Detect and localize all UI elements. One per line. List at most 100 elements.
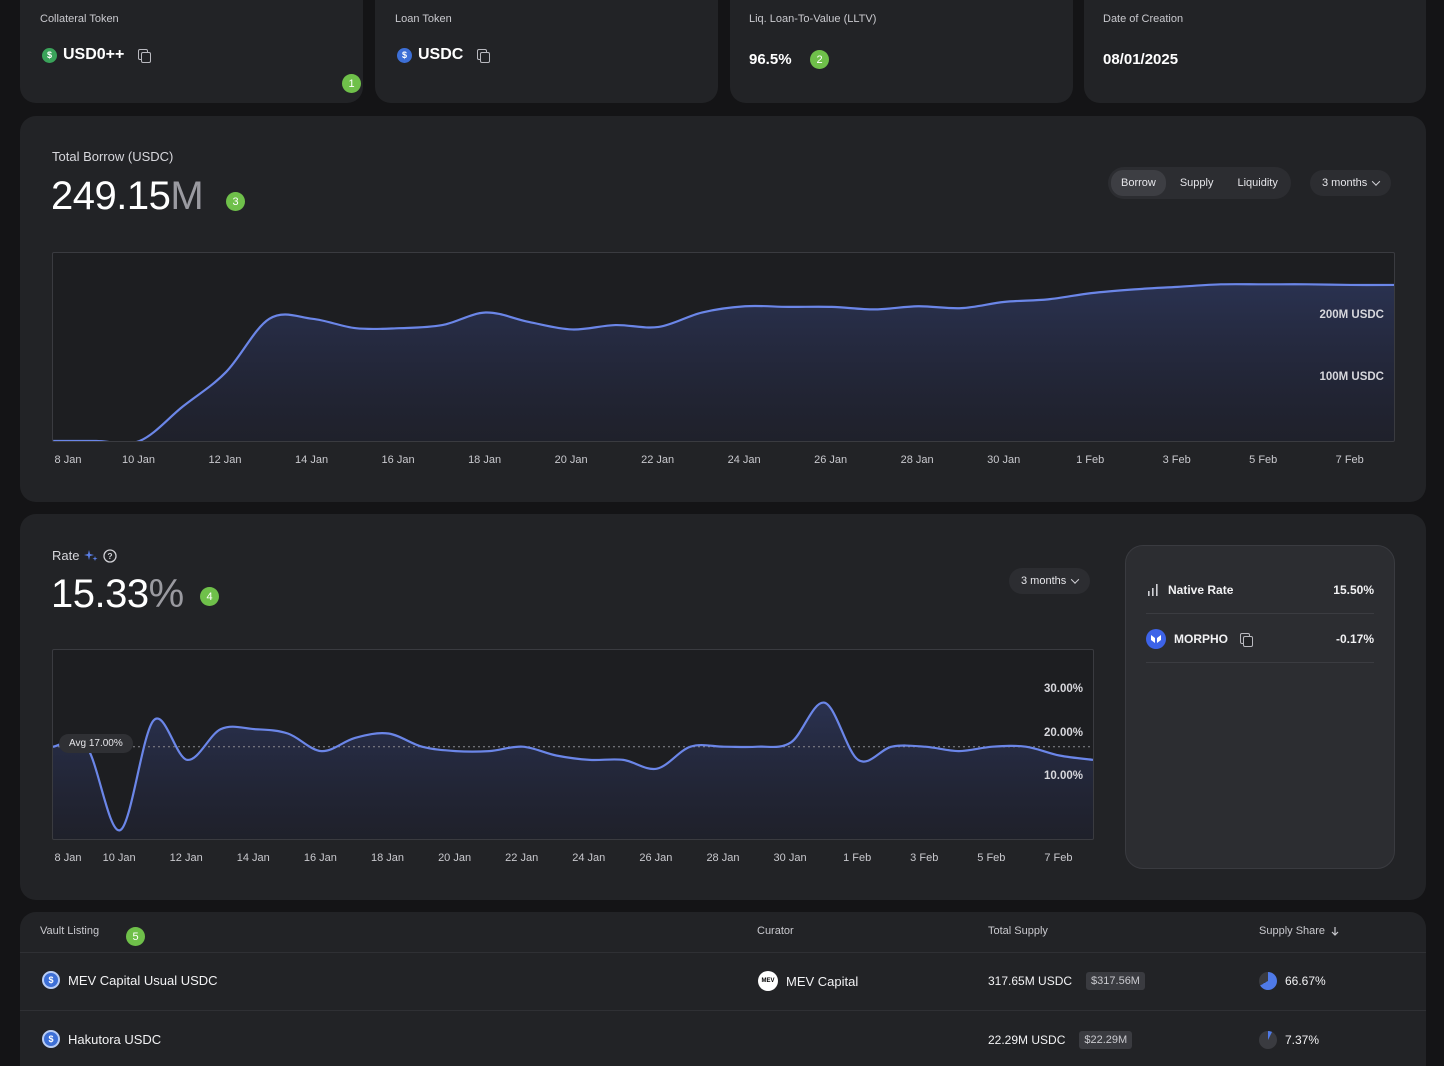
vault-name: Hakutora USDC bbox=[68, 1031, 162, 1047]
bar-chart-icon bbox=[1148, 583, 1158, 596]
annotation-badge: 4 bbox=[200, 587, 219, 606]
vault-listing-header: Vault Listing bbox=[40, 925, 100, 937]
creation-date-text: 08/01/2025 bbox=[1103, 51, 1179, 68]
x-tick-label: 24 Jan bbox=[572, 852, 606, 864]
tab-supply[interactable]: Supply bbox=[1179, 177, 1214, 189]
tab-borrow[interactable]: Borrow bbox=[1111, 170, 1166, 196]
x-tick-label: 5 Feb bbox=[1249, 454, 1278, 466]
usdc-token-icon: $ bbox=[397, 47, 412, 63]
loan-token-label: Loan Token bbox=[395, 13, 452, 25]
vault-name-cell[interactable]: $ MEV Capital Usual USDC bbox=[42, 971, 218, 989]
rate-value: 15.33% bbox=[51, 572, 184, 617]
total-borrow-title: Total Borrow (USDC) bbox=[52, 149, 174, 164]
rate-breakdown-panel: Native Rate 15.50% MORPHO -0.17% bbox=[1125, 545, 1395, 869]
x-tick-label: 1 Feb bbox=[1076, 454, 1105, 466]
rate-range-value: 3 months bbox=[1021, 575, 1067, 587]
usdc-token-icon: $ bbox=[42, 971, 60, 989]
annotation-badge: 5 bbox=[126, 927, 145, 946]
rate-card: Rate ? 15.33% 4 3 months 10.00% 20.00% 30.… bbox=[20, 514, 1426, 900]
x-tick-label: 26 Jan bbox=[639, 852, 673, 864]
x-tick-label: 3 Feb bbox=[1162, 454, 1191, 466]
collateral-token-label: Collateral Token bbox=[40, 13, 119, 25]
copy-icon[interactable] bbox=[138, 49, 152, 63]
x-tick-label: 8 Jan bbox=[54, 454, 82, 466]
loan-token-name: USDC bbox=[418, 46, 464, 63]
total-supply-header[interactable]: Total Supply bbox=[988, 925, 1048, 937]
x-tick-label: 18 Jan bbox=[468, 454, 502, 466]
total-borrow-unit: M bbox=[170, 174, 204, 218]
help-icon[interactable]: ? bbox=[103, 548, 118, 563]
supply-share-pie-icon bbox=[1259, 1031, 1277, 1049]
total-borrow-card: Total Borrow (USDC) 249.15M 3 Borrow Sup… bbox=[20, 116, 1426, 502]
vault-name-cell[interactable]: $ Hakutora USDC bbox=[42, 1030, 161, 1048]
rate-svg bbox=[53, 701, 1093, 839]
loan-token-card: Loan Token $ USDC bbox=[375, 0, 718, 103]
total-supply-value: 22.29M USDC bbox=[988, 1033, 1066, 1047]
total-supply-usd-pill: $22.29M bbox=[1079, 1031, 1133, 1049]
vault-listing-card: Vault Listing 5 Curator Total Supply Sup… bbox=[20, 912, 1426, 1066]
total-borrow-series-line bbox=[53, 283, 1394, 441]
curator-header[interactable]: Curator bbox=[757, 925, 794, 937]
table-divider bbox=[20, 1010, 1426, 1011]
total-supply-cell: 22.29M USDC $22.29M bbox=[988, 1031, 1133, 1049]
rate-series-line bbox=[53, 701, 1093, 832]
rate-area bbox=[53, 702, 1093, 839]
y-tick-label: 20.00% bbox=[1043, 726, 1083, 739]
x-tick-label: 14 Jan bbox=[236, 852, 270, 864]
morpho-logo-icon bbox=[1146, 628, 1166, 649]
copy-icon[interactable] bbox=[1240, 632, 1253, 647]
x-tick-label: 12 Jan bbox=[169, 852, 203, 864]
annotation-badge: 1 bbox=[342, 74, 361, 93]
svg-text:?: ? bbox=[108, 551, 113, 561]
x-tick-label: 10 Jan bbox=[102, 852, 136, 864]
creation-date-label: Date of Creation bbox=[1103, 13, 1184, 25]
total-supply-value: 317.65M USDC bbox=[988, 974, 1073, 988]
x-tick-label: 28 Jan bbox=[706, 852, 740, 864]
collateral-token-value: $ USD0++ bbox=[42, 46, 152, 64]
sparkle-icon bbox=[84, 549, 98, 561]
x-tick-label: 7 Feb bbox=[1335, 454, 1364, 466]
mev-capital-logo-icon: MEV bbox=[758, 971, 778, 991]
x-tick-label: 28 Jan bbox=[900, 454, 934, 466]
usdc-token-icon: $ bbox=[42, 1030, 60, 1048]
borrow-range-dropdown[interactable]: 3 months bbox=[1310, 170, 1392, 196]
supply-share-header[interactable]: Supply Share bbox=[1259, 925, 1340, 937]
native-rate-label: Native Rate bbox=[1168, 582, 1234, 597]
total-borrow-number: 249.15 bbox=[51, 174, 171, 218]
rate-number: 15.33 bbox=[51, 572, 149, 616]
y-tick-label: 100M USDC bbox=[1319, 371, 1384, 384]
x-tick-label: 3 Feb bbox=[910, 852, 939, 864]
total-supply-cell: 317.65M USDC $317.56M bbox=[988, 972, 1145, 990]
x-tick-label: 22 Jan bbox=[641, 454, 675, 466]
native-rate-value: 15.50% bbox=[1333, 582, 1374, 597]
y-tick-label: 10.00% bbox=[1043, 770, 1083, 783]
supply-share-pie-icon bbox=[1259, 972, 1277, 990]
x-tick-label: 12 Jan bbox=[208, 454, 242, 466]
creation-date-card: Date of Creation 08/01/2025 bbox=[1084, 0, 1426, 103]
tab-liquidity[interactable]: Liquidity bbox=[1237, 177, 1278, 189]
total-borrow-svg bbox=[53, 283, 1394, 441]
y-tick-label: 30.00% bbox=[1043, 682, 1083, 695]
creation-date-value: 08/01/2025 bbox=[1103, 51, 1178, 68]
average-rate-pill: Avg 17.00% bbox=[59, 734, 133, 753]
morpho-label: MORPHO bbox=[1174, 631, 1228, 646]
annotation-badge: 3 bbox=[226, 192, 245, 211]
x-tick-label: 18 Jan bbox=[370, 852, 404, 864]
chevron-down-icon bbox=[1071, 575, 1080, 584]
copy-icon[interactable] bbox=[477, 49, 491, 63]
sort-arrow-down-icon bbox=[1331, 927, 1339, 936]
supply-share-value: 66.67% bbox=[1285, 974, 1326, 988]
rate-unit: % bbox=[148, 572, 185, 616]
y-tick-label: 200M USDC bbox=[1319, 308, 1384, 321]
lltv-card: Liq. Loan-To-Value (LLTV) 96.5% 2 bbox=[730, 0, 1073, 103]
x-tick-label: 5 Feb bbox=[977, 852, 1006, 864]
supply-share-cell: 7.37% bbox=[1259, 1031, 1319, 1049]
x-tick-label: 16 Jan bbox=[381, 454, 415, 466]
x-tick-label: 14 Jan bbox=[295, 454, 329, 466]
x-tick-label: 30 Jan bbox=[773, 852, 807, 864]
vault-name: MEV Capital Usual USDC bbox=[68, 972, 218, 988]
curator-cell[interactable]: MEV MEV Capital bbox=[758, 971, 858, 991]
metric-tabs: Borrow Supply Liquidity bbox=[1108, 167, 1291, 199]
rate-range-dropdown[interactable]: 3 months bbox=[1009, 568, 1091, 594]
x-tick-label: 24 Jan bbox=[727, 454, 761, 466]
